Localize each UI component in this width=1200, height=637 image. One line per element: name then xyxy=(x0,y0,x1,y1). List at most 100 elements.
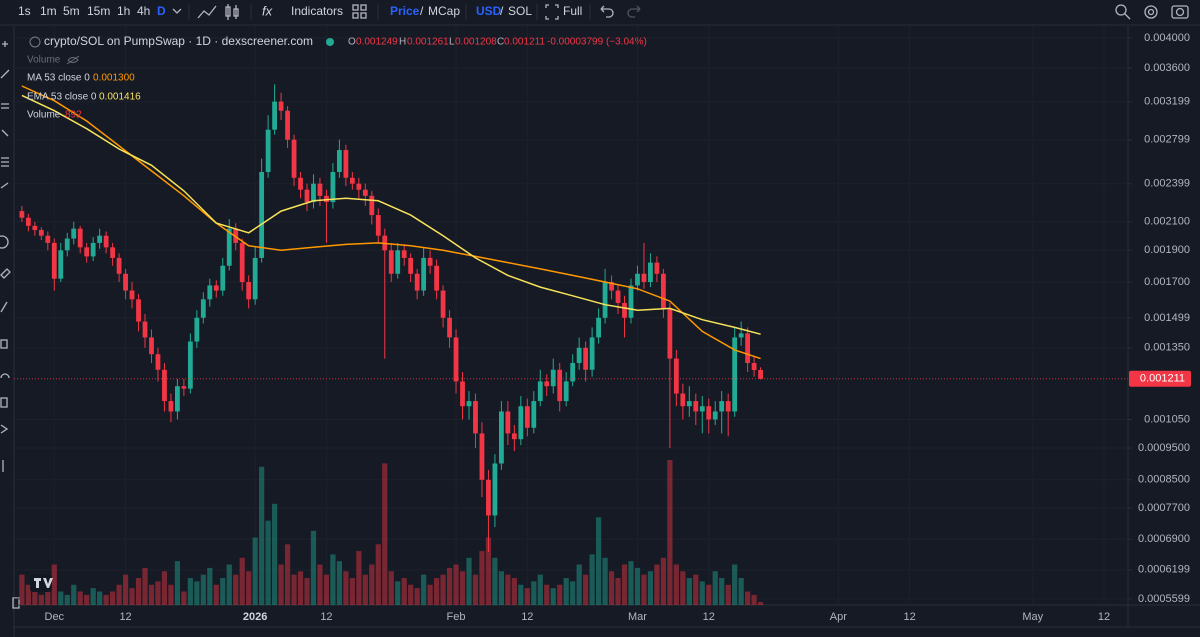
tool-icon[interactable] xyxy=(0,268,11,279)
volume-bar xyxy=(732,564,738,605)
volume-bar xyxy=(680,571,686,605)
interval-menu[interactable] xyxy=(172,8,182,14)
volume-bar xyxy=(647,571,654,605)
volume-bar xyxy=(388,571,394,605)
volume-bar xyxy=(129,588,135,605)
tool-icon[interactable] xyxy=(0,235,9,249)
candle-type-icon[interactable] xyxy=(225,4,239,20)
candle-body xyxy=(479,433,485,480)
y-tick-label: 0.002399 xyxy=(1144,178,1190,190)
search-icon[interactable] xyxy=(1115,4,1131,20)
ohlc-low: 0.001208 xyxy=(455,37,497,48)
interval-active[interactable]: D xyxy=(157,4,166,18)
candle-body xyxy=(537,381,543,402)
volume-bar xyxy=(440,574,446,605)
mcap-toggle[interactable]: MCap xyxy=(428,4,460,18)
tool-icon[interactable] xyxy=(1,157,9,167)
tool-icon[interactable] xyxy=(0,301,8,313)
candle-body xyxy=(175,386,180,412)
candle-body xyxy=(259,172,265,258)
candle-body xyxy=(155,354,161,370)
tool-icon[interactable] xyxy=(1,129,9,137)
volume-bar xyxy=(576,564,582,605)
candle-body xyxy=(252,257,258,300)
interval[interactable]: 1m xyxy=(40,4,57,18)
candle-body xyxy=(317,183,323,196)
tool-icon[interactable] xyxy=(0,397,8,408)
volume-bar xyxy=(583,574,589,605)
y-tick-label: 0.002100 xyxy=(1144,216,1190,228)
candle-body xyxy=(278,101,284,111)
candle-body xyxy=(673,358,679,394)
fullscreen-icon[interactable] xyxy=(545,4,559,20)
ohlc-change: -0.00003799 (−3.04%) xyxy=(547,37,647,48)
x-tick-label: Feb xyxy=(447,611,466,623)
volume-bar xyxy=(323,574,330,605)
volume-bar xyxy=(291,574,297,605)
candle-body xyxy=(693,401,699,412)
candle-body xyxy=(602,282,608,318)
fullscreen-button[interactable]: Full xyxy=(563,4,582,18)
volume-bar xyxy=(745,591,751,605)
visibility-icon[interactable] xyxy=(66,55,80,65)
tool-icon[interactable] xyxy=(0,424,9,434)
tool-icon[interactable] xyxy=(12,597,20,609)
x-tick-label: 12 xyxy=(521,611,533,623)
interval[interactable]: 4h xyxy=(137,4,150,18)
sol-toggle[interactable]: SOL xyxy=(508,4,532,18)
tool-icon[interactable] xyxy=(2,41,8,47)
volume-bar xyxy=(485,537,492,605)
usd-toggle[interactable]: USD xyxy=(476,4,502,18)
candle-body xyxy=(421,257,427,291)
interval[interactable]: 1h xyxy=(117,4,130,18)
volume-bar xyxy=(602,557,608,605)
tool-icon[interactable] xyxy=(0,339,8,349)
candle-body xyxy=(233,228,239,243)
price-toggle[interactable]: Price xyxy=(390,4,420,18)
candle-body xyxy=(667,308,673,359)
layout-icon[interactable] xyxy=(352,4,367,19)
settings-icon[interactable] xyxy=(1144,5,1158,19)
tool-icon[interactable] xyxy=(0,182,9,189)
indicators-button[interactable]: Indicators xyxy=(291,4,343,18)
candle-body xyxy=(375,215,381,236)
candle-body xyxy=(544,381,550,387)
hidden-volume: Volume xyxy=(27,55,61,66)
candle-body xyxy=(103,235,109,248)
volume-bar xyxy=(505,574,511,605)
indicators-icon[interactable]: fx xyxy=(262,3,273,18)
y-tick-label: 0.004000 xyxy=(1144,32,1190,44)
candle-body xyxy=(427,257,433,266)
line-type-icon[interactable] xyxy=(197,5,217,19)
interval[interactable]: 5m xyxy=(63,4,80,18)
last-price-label: 0.001211 xyxy=(1140,373,1185,385)
candle-body xyxy=(550,369,556,387)
volume-bar xyxy=(751,594,757,605)
volume-bar xyxy=(472,574,479,605)
candle-body xyxy=(732,337,738,412)
candle-body xyxy=(745,333,751,363)
ohlc-high: 0.001261 xyxy=(407,37,449,48)
candle-body xyxy=(162,369,167,402)
volume-bar xyxy=(103,594,109,605)
ohlc-close: 0.001211 xyxy=(504,37,545,48)
volume-bar xyxy=(284,544,291,605)
redo-icon[interactable] xyxy=(627,5,641,18)
indicator-line xyxy=(21,85,761,360)
y-tick-label: 0.001499 xyxy=(1144,312,1190,324)
tool-icon[interactable] xyxy=(0,69,10,79)
screenshot-icon[interactable] xyxy=(1171,5,1189,19)
x-tick-label: Apr xyxy=(830,611,847,623)
tool-icon[interactable] xyxy=(0,373,10,379)
interval[interactable]: 15m xyxy=(87,4,110,18)
candle-body xyxy=(738,333,744,338)
volume-bar xyxy=(265,520,271,605)
volume-bar xyxy=(570,581,576,605)
candle-body xyxy=(291,139,297,178)
undo-icon[interactable] xyxy=(600,5,614,18)
tool-icon[interactable] xyxy=(1,103,9,109)
interval[interactable]: 1s xyxy=(18,4,31,18)
x-tick-label: 12 xyxy=(119,611,131,623)
volume-bar xyxy=(297,571,304,605)
ohlc-open: 0.001249 xyxy=(356,37,398,48)
